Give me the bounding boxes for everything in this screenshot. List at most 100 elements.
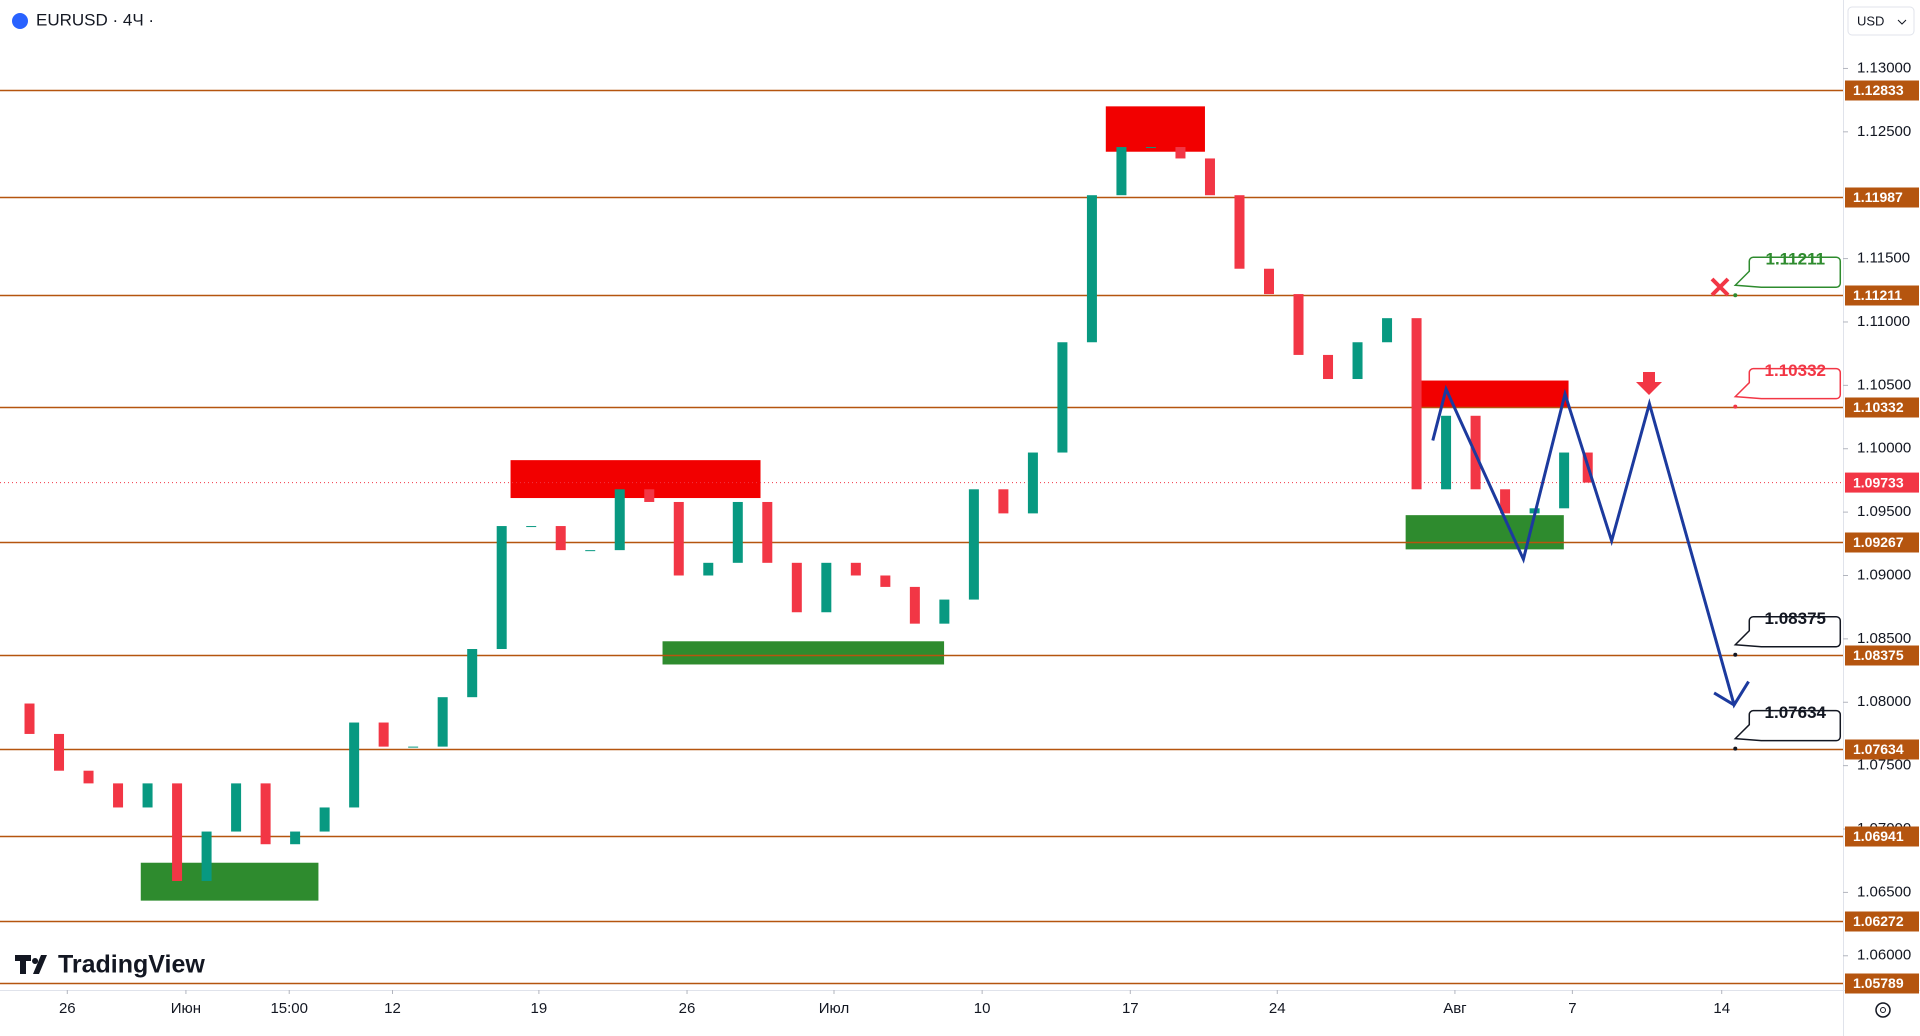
level-label-bg — [1845, 397, 1919, 418]
candle — [880, 575, 891, 587]
candle — [526, 526, 537, 528]
candle — [83, 770, 94, 784]
candle — [1352, 342, 1363, 380]
y-tick-label: 1.09000 — [1857, 566, 1911, 583]
candle — [791, 562, 802, 613]
y-tick-label: 1.07500 — [1857, 757, 1911, 774]
x-tick-label: Июн — [171, 1000, 201, 1017]
brand-logo[interactable]: TradingView — [15, 951, 205, 979]
candle — [1293, 294, 1304, 355]
symbol-title[interactable]: EURUSD · 4Ч · — [36, 10, 154, 29]
candle — [1323, 354, 1334, 380]
callout-anchor — [1733, 746, 1738, 751]
candle — [614, 489, 625, 551]
currency-label[interactable]: USD — [1857, 13, 1884, 28]
level-label-bg — [1845, 532, 1919, 553]
candle — [555, 526, 566, 551]
candle — [54, 733, 65, 771]
candle — [1057, 342, 1068, 453]
candle — [260, 783, 271, 845]
x-tick-label: Авг — [1443, 1000, 1467, 1017]
candle — [201, 831, 212, 881]
level-label: 1.06272 — [1853, 913, 1904, 929]
candle — [968, 489, 979, 600]
y-tick-label: 1.12500 — [1857, 123, 1911, 140]
sell-arrow — [1636, 372, 1662, 395]
candle — [673, 501, 684, 576]
y-tick-label: 1.11000 — [1857, 313, 1910, 330]
candle — [1559, 452, 1570, 509]
candle — [24, 703, 35, 734]
candle — [1382, 318, 1393, 343]
callout-box — [1733, 615, 1842, 648]
candle — [378, 722, 389, 747]
candle — [1086, 195, 1097, 343]
y-tick-label: 1.10000 — [1857, 440, 1911, 457]
zone — [1105, 106, 1205, 152]
candle — [319, 807, 330, 832]
candle — [231, 783, 242, 832]
candle — [1234, 195, 1245, 269]
logo-icon — [15, 955, 47, 974]
callout-label: 1.08375 — [1765, 609, 1826, 628]
level-label-bg — [1845, 80, 1919, 101]
invalidation-mark — [1710, 277, 1730, 297]
candle — [467, 649, 478, 698]
candle — [290, 831, 301, 845]
level-label-bg — [1845, 739, 1919, 760]
x-tick-label: 24 — [1269, 1000, 1286, 1017]
projection-arrowhead — [1713, 691, 1735, 707]
candle — [732, 501, 743, 563]
currency-button[interactable] — [1847, 6, 1915, 36]
candle — [1411, 318, 1422, 490]
y-tick-label: 1.13000 — [1857, 59, 1911, 76]
plot — [0, 89, 1843, 985]
callout-anchor — [1733, 404, 1738, 409]
x-tick-label: 10 — [974, 1000, 991, 1017]
level-label: 1.09267 — [1853, 534, 1904, 550]
symbol-icon[interactable] — [12, 13, 28, 29]
candle — [1027, 452, 1038, 514]
y-tick-label: 1.06000 — [1857, 947, 1911, 964]
y-tick-label: 1.11500 — [1857, 250, 1910, 267]
candle — [703, 562, 714, 576]
callout-label: 1.07634 — [1765, 703, 1827, 722]
candle — [998, 489, 1009, 514]
last-price-label: 1.09733 — [1853, 474, 1904, 490]
y-tick-label: 1.08000 — [1857, 693, 1911, 710]
zone — [1405, 515, 1564, 550]
candle — [349, 722, 360, 808]
zone — [662, 641, 945, 665]
x-tick-label: 7 — [1568, 1000, 1576, 1017]
candle — [1204, 158, 1215, 196]
callout-anchor — [1733, 652, 1738, 657]
zone — [1411, 380, 1569, 408]
level-label-bg — [1845, 911, 1919, 932]
x-tick-label: 12 — [384, 1000, 401, 1017]
level-label: 1.12833 — [1853, 82, 1904, 98]
candle — [496, 526, 507, 650]
logo-text: TradingView — [58, 951, 205, 979]
callout-label: 1.11211 — [1765, 250, 1825, 269]
settings-icon-core — [1880, 1007, 1886, 1013]
settings-icon[interactable] — [1875, 1002, 1891, 1018]
candle — [408, 746, 419, 748]
candle — [142, 783, 153, 808]
level-label-bg — [1845, 645, 1919, 666]
currency-caret — [1897, 19, 1907, 25]
candle — [850, 562, 861, 576]
level-label-bg — [1845, 187, 1919, 208]
level-label-bg — [1845, 285, 1919, 306]
x-tick-label: Июл — [819, 1000, 849, 1017]
zone — [510, 460, 761, 499]
projection-path — [1431, 384, 1750, 709]
candle — [1263, 268, 1274, 295]
candle — [172, 783, 183, 881]
level-label: 1.11211 — [1853, 287, 1902, 303]
candle — [1145, 147, 1156, 149]
level-label: 1.10332 — [1853, 399, 1904, 415]
candle — [113, 783, 124, 808]
candle — [909, 586, 920, 624]
callout-label: 1.10332 — [1765, 361, 1826, 380]
level-label-bg — [1845, 826, 1919, 847]
